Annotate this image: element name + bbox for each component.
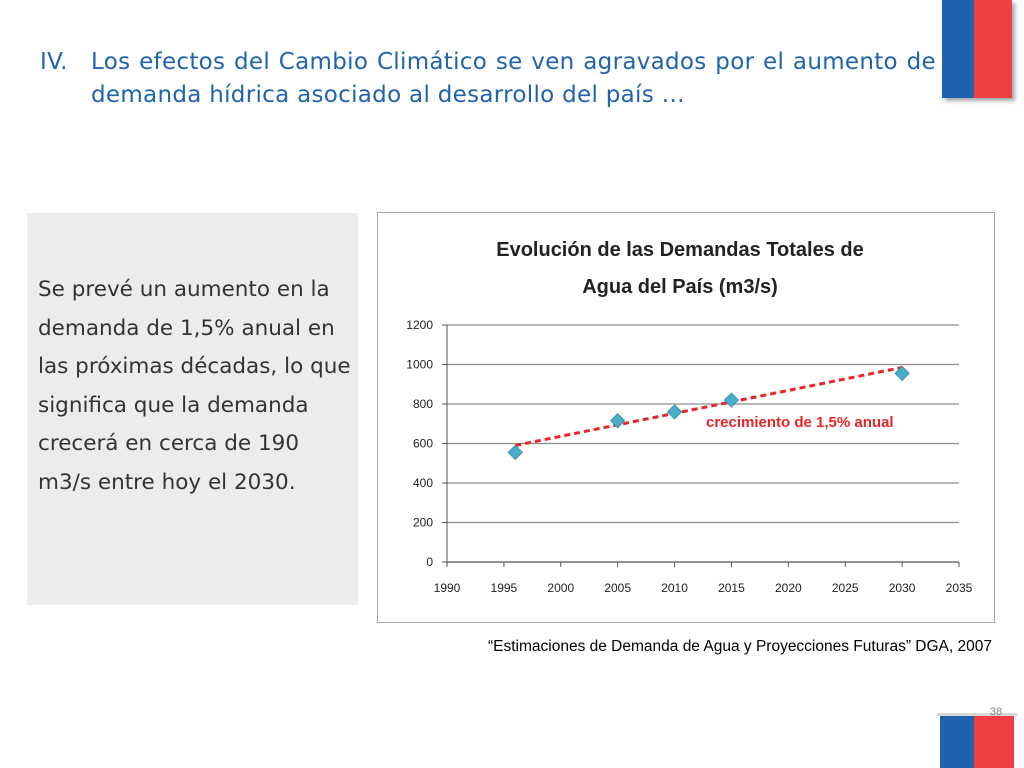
- title-number: IV.: [40, 49, 68, 75]
- x-tick-label: 1990: [434, 581, 461, 595]
- summary-box: Se prevé un aumento en la demanda de 1,5…: [27, 213, 358, 605]
- x-tick-label: 2015: [718, 581, 745, 595]
- y-tick-label: 1200: [406, 318, 433, 332]
- x-tick-label: 2030: [889, 581, 916, 595]
- x-tick-label: 2010: [661, 581, 688, 595]
- chart-title-line-1: Evolución de las Demandas Totales de: [496, 239, 864, 261]
- trend-line: [514, 365, 903, 447]
- summary-text: Se prevé un aumento en la demanda de 1,5…: [38, 277, 351, 495]
- source-citation: “Estimaciones de Demanda de Agua y Proye…: [487, 638, 992, 655]
- flag-decoration-top: [942, 0, 1012, 98]
- page-number: 38: [990, 706, 1003, 718]
- y-tick-label: 1000: [406, 358, 433, 372]
- trend-annotation: crecimiento de 1,5% anual: [706, 414, 894, 431]
- x-tick-label: 2020: [775, 581, 802, 595]
- flag-decoration-bottom: [937, 713, 1017, 768]
- chart-frame: Evolución de las Demandas Totales de Agua…: [377, 212, 995, 623]
- y-tick-label: 800: [413, 397, 433, 411]
- x-tick-label: 2005: [604, 581, 631, 595]
- chart-title-line-2: Agua del País (m3/s): [582, 276, 778, 298]
- title-text: Los efectos del Cambio Climático se ven …: [91, 49, 936, 108]
- data-point: [894, 365, 910, 382]
- y-tick-label: 0: [426, 555, 433, 569]
- data-point: [666, 404, 683, 420]
- y-tick-label: 600: [413, 437, 433, 451]
- y-tick-label: 200: [413, 516, 433, 530]
- x-tick-label: 2000: [547, 581, 574, 595]
- x-tick-label: 2035: [946, 581, 973, 595]
- data-point: [609, 413, 626, 429]
- data-point: [723, 392, 740, 408]
- x-tick-label: 2025: [832, 581, 859, 595]
- y-tick-label: 400: [413, 476, 433, 490]
- x-tick-label: 1995: [491, 581, 518, 595]
- demand-chart: Evolución de las Demandas Totales de Agua…: [406, 239, 973, 595]
- data-point: [507, 444, 523, 461]
